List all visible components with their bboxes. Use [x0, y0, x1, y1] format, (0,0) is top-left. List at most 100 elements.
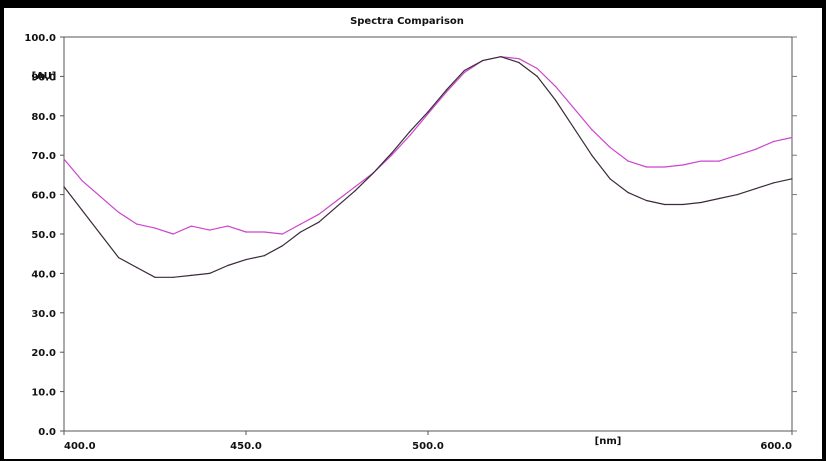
- y-tick-label: 60.0: [31, 191, 56, 202]
- series-2-point: [318, 221, 320, 223]
- series-1-point: [700, 160, 702, 162]
- series-1-point: [791, 136, 793, 139]
- series-1-point: [736, 154, 739, 156]
- x-axis-label: [nm]: [595, 436, 622, 447]
- series-1-point: [518, 58, 520, 60]
- series-1-point: [609, 146, 611, 148]
- series-1-point: [190, 225, 192, 227]
- series-2-point: [445, 89, 447, 91]
- y-tick-label: 90.0: [31, 72, 56, 83]
- y-axis-label: [AU]: [32, 71, 57, 82]
- series-1-point: [554, 85, 557, 87]
- series-2-point: [645, 199, 648, 202]
- series-1-point: [573, 107, 575, 109]
- series-1-point: [81, 180, 83, 182]
- series-2-point: [773, 182, 775, 184]
- y-tick-label: 40.0: [31, 269, 56, 280]
- series-1-point: [318, 213, 320, 215]
- series-1-point: [773, 140, 775, 142]
- series-2-point: [736, 194, 739, 196]
- y-tick-label: 50.0: [31, 230, 56, 241]
- series-2-point: [99, 233, 101, 235]
- series-1-point: [536, 67, 538, 70]
- series-2-point: [463, 69, 465, 72]
- series-1-point: [209, 229, 211, 231]
- spectra-chart: Spectra Comparison [AU] [nm] 0.0 10.0 20.0…: [24, 16, 797, 452]
- series-2-point: [409, 131, 411, 133]
- series-1-point: [281, 233, 283, 235]
- series-2-point: [190, 274, 192, 276]
- series-2-point: [245, 259, 247, 261]
- series-1-point: [354, 186, 356, 188]
- series-2-point: [118, 257, 120, 259]
- series-1-point: [136, 223, 138, 225]
- series-1-point: [409, 134, 411, 137]
- series-2-point: [718, 197, 720, 200]
- series-1-point: [391, 154, 393, 156]
- series-1-point: [645, 166, 648, 168]
- axis-ticks: 0.0 10.0 20.0 30.0 40.0 50.0 60.0 70.0 80.0 90.0 1…: [24, 33, 797, 452]
- series-2-point: [554, 99, 557, 101]
- series-layer: [63, 56, 793, 278]
- series-2-point: [482, 60, 484, 62]
- series-1-point: [463, 71, 465, 74]
- y-tick-label: 0.0: [38, 427, 56, 438]
- series-1-point: [118, 211, 120, 213]
- x-tick-label: 400.0: [64, 441, 96, 452]
- series-2-point: [500, 56, 502, 58]
- series-2-point: [154, 276, 156, 278]
- y-tick-label: 70.0: [31, 151, 56, 162]
- series-2-point: [518, 62, 520, 64]
- series-2-point: [81, 209, 83, 211]
- series-1-point: [427, 113, 429, 115]
- series-2-point: [300, 231, 302, 233]
- series-1-point: [755, 148, 757, 150]
- series-line-1: [63, 56, 793, 235]
- series-2-point: [281, 245, 283, 247]
- series-1-point: [627, 160, 629, 162]
- series-1-point: [154, 227, 156, 229]
- series-1-point: [263, 231, 265, 233]
- series-2-point: [791, 178, 793, 180]
- series-2-point: [172, 276, 174, 278]
- series-1-point: [245, 231, 247, 233]
- y-tick-label: 10.0: [31, 388, 56, 399]
- series-2-point: [700, 201, 702, 204]
- series-1-point: [682, 164, 684, 166]
- series-1-point: [63, 158, 65, 160]
- x-tick-label: 500.0: [412, 441, 444, 452]
- series-2-point: [336, 205, 338, 207]
- plot-panel: Spectra Comparison [AU] [nm] 0.0 10.0 20.0…: [4, 8, 822, 459]
- series-2-point: [591, 154, 593, 156]
- series-2-point: [63, 186, 65, 188]
- series-2-point: [263, 255, 265, 257]
- series-2-point: [227, 264, 229, 267]
- series-1-point: [336, 199, 338, 202]
- y-tick-label: 30.0: [31, 309, 56, 320]
- series-1-point: [445, 91, 447, 93]
- series-2-point: [627, 192, 629, 194]
- series-2-point: [755, 188, 757, 190]
- series-line-2: [63, 56, 793, 278]
- series-2-point: [536, 75, 538, 77]
- series-1-point: [718, 160, 720, 162]
- series-2-point: [573, 127, 575, 129]
- series-2-point: [664, 203, 666, 206]
- series-2-point: [372, 172, 374, 174]
- series-2-point: [682, 203, 684, 206]
- series-2-point: [136, 266, 138, 269]
- series-2-point: [427, 111, 429, 113]
- y-tick-label: 80.0: [31, 112, 56, 123]
- series-2-point: [609, 178, 611, 180]
- series-2-point: [354, 190, 356, 192]
- series-2-point: [209, 272, 211, 274]
- series-1-point: [300, 223, 302, 225]
- y-tick-label: 100.0: [24, 33, 56, 44]
- series-1-point: [227, 225, 229, 227]
- x-tick-label: 450.0: [230, 441, 262, 452]
- y-tick-label: 20.0: [31, 348, 56, 359]
- series-1-point: [99, 196, 101, 198]
- series-1-point: [172, 233, 174, 235]
- chart-title: Spectra Comparison: [350, 16, 464, 27]
